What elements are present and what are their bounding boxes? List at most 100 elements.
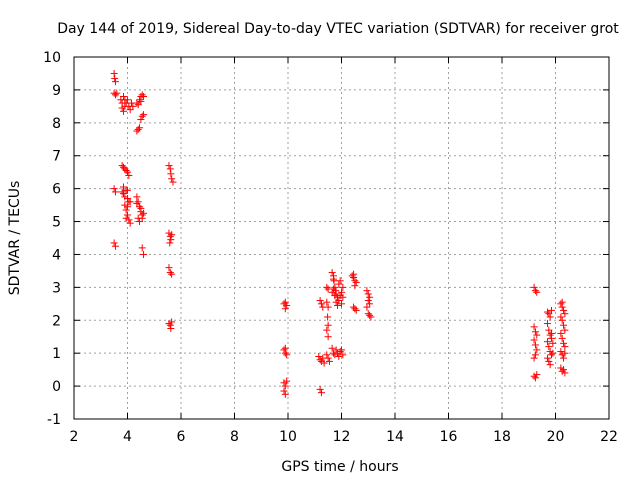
data-point: [122, 206, 130, 214]
x-tick-label: 4: [123, 429, 132, 445]
data-point: [138, 91, 146, 99]
data-point: [140, 92, 148, 100]
data-point: [531, 328, 539, 336]
data-point: [169, 178, 177, 186]
data-point: [110, 185, 118, 193]
data-point: [543, 338, 551, 346]
data-point: [557, 300, 565, 308]
y-tick-label: 4: [52, 247, 61, 263]
data-point: [546, 331, 554, 339]
data-point: [530, 354, 538, 362]
data-point: [560, 354, 568, 362]
data-point: [363, 287, 371, 295]
data-point: [110, 69, 118, 77]
data-point: [338, 288, 345, 296]
data-point: [140, 111, 148, 119]
data-point: [111, 74, 119, 82]
data-point: [280, 387, 288, 395]
data-point: [558, 298, 566, 306]
data-point: [560, 306, 568, 314]
y-tick-label: 10: [43, 50, 61, 66]
x-tick-label: 2: [70, 429, 79, 445]
data-point: [323, 351, 331, 359]
data-point: [547, 329, 555, 337]
x-tick-label: 10: [279, 429, 297, 445]
data-point: [333, 301, 341, 309]
grid-lines: [74, 57, 609, 419]
y-tick-label: 6: [52, 182, 61, 198]
data-point: [317, 389, 325, 397]
data-point: [351, 305, 359, 313]
data-point: [561, 349, 569, 357]
data-point: [121, 96, 129, 104]
data-point: [283, 301, 291, 309]
data-point: [138, 214, 146, 222]
data-point: [118, 162, 126, 170]
data-point: [531, 374, 539, 382]
data-point: [126, 219, 134, 227]
y-tick-label: 7: [52, 149, 61, 165]
data-point: [324, 333, 332, 341]
data-point: [136, 96, 144, 104]
data-point: [324, 313, 332, 321]
data-point: [168, 270, 176, 278]
data-point: [166, 269, 174, 277]
data-point: [348, 272, 356, 280]
data-point: [350, 270, 358, 278]
x-tick-label: 18: [493, 429, 511, 445]
data-point: [281, 305, 289, 313]
data-point: [283, 351, 291, 359]
data-point: [547, 306, 555, 314]
data-point: [281, 382, 289, 390]
data-point: [137, 116, 145, 124]
data-point: [546, 361, 554, 369]
data-point: [546, 313, 554, 321]
x-axis-label: GPS time / hours: [281, 459, 398, 475]
data-point: [111, 78, 119, 86]
data-point: [325, 357, 333, 365]
data-point: [124, 186, 131, 194]
data-point: [122, 214, 130, 222]
data-point: [545, 343, 553, 351]
data-point: [531, 287, 539, 295]
data-point: [111, 242, 119, 250]
data-point: [167, 325, 175, 332]
data-point: [124, 211, 131, 219]
data-point: [543, 354, 551, 362]
y-tick-labels: -1 0 1 2 3 4 5 6 7 8 9 10: [43, 50, 61, 428]
data-point: [119, 183, 127, 191]
data-point: [137, 97, 145, 105]
y-tick-label: 1: [52, 346, 61, 362]
data-point: [133, 199, 141, 207]
data-point: [560, 339, 568, 347]
data-point: [335, 352, 343, 360]
data-point: [165, 264, 173, 272]
data-point: [557, 348, 565, 356]
data-point: [352, 278, 360, 286]
data-point: [323, 283, 331, 291]
data-point: [364, 290, 372, 298]
data-point: [531, 351, 539, 359]
data-point: [332, 290, 340, 298]
x-tick-label: 8: [230, 429, 239, 445]
data-point: [560, 321, 568, 329]
data-point: [166, 321, 174, 329]
data-point: [366, 293, 374, 301]
data-point: [134, 198, 142, 206]
data-point: [331, 283, 339, 291]
data-point: [111, 188, 119, 196]
data-point: [168, 231, 176, 239]
data-point: [323, 326, 331, 334]
data-point: [530, 323, 538, 331]
data-point: [533, 331, 541, 339]
data-point: [336, 277, 344, 285]
data-point: [328, 288, 336, 296]
data-point: [561, 326, 569, 334]
data-point: [366, 311, 374, 319]
data-point: [126, 198, 134, 206]
data-point: [122, 167, 130, 175]
data-point: [530, 283, 538, 291]
data-point: [137, 204, 145, 212]
y-tick-label: 8: [52, 116, 61, 132]
data-point: [129, 102, 137, 110]
